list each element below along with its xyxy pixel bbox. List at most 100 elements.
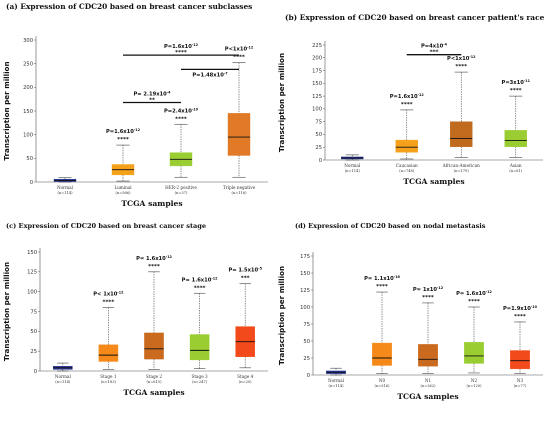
box-iqr — [450, 121, 473, 147]
p-value-label: P= 1.6x10-12 — [182, 276, 218, 283]
x-category-count: (n=183) — [101, 380, 117, 384]
y-tick-label: 200 — [23, 85, 33, 91]
p-value-label: P<1x10-12 — [225, 46, 254, 53]
y-tick-label: 175 — [312, 68, 322, 74]
significance-stars: **** — [233, 55, 245, 61]
p-value-label: P=1.6x10-12 — [106, 128, 141, 135]
p-value-label: P< 1x10-12 — [93, 291, 124, 298]
y-axis-label: Transcription per million — [277, 266, 286, 365]
x-category-label: Triple negative — [223, 185, 256, 190]
y-tick-label: 250 — [23, 61, 33, 67]
bracket-p-value: P= 2.19x10-4 — [133, 90, 171, 97]
box-iqr — [510, 350, 530, 370]
y-tick-label: 125 — [300, 288, 310, 294]
x-category-label: African-American — [442, 163, 480, 168]
p-value-label: P= 1.6x10-12 — [136, 255, 172, 262]
significance-stars: **** — [514, 314, 526, 320]
x-category-label: Stage 4 — [237, 374, 254, 379]
bracket-p-value: P=1.6x10-12 — [164, 43, 199, 50]
box-iqr — [464, 342, 484, 364]
p-value-label: P=1.9x10-10 — [503, 305, 538, 312]
box-iqr — [98, 344, 119, 362]
significance-stars: **** — [148, 264, 160, 270]
y-tick-label: 75 — [315, 119, 322, 125]
x-category-count: (n=114) — [345, 169, 361, 173]
p-value-label: P= 1.6x10-12 — [456, 290, 492, 297]
x-category-count: (n=179) — [454, 169, 470, 173]
significance-stars: **** — [455, 64, 467, 70]
x-category-label: N1 — [425, 378, 432, 383]
box-iqr — [395, 139, 418, 153]
x-category-label: Normal — [344, 163, 361, 168]
significance-stars: **** — [103, 300, 115, 306]
y-axis-label: Transcription per million — [2, 262, 11, 361]
x-category-count: (n=61) — [509, 169, 522, 173]
chart-title: (b) Expression of CDC20 based on breast … — [285, 13, 545, 22]
significance-stars: **** — [401, 102, 413, 108]
x-category-label: Normal — [57, 185, 74, 190]
x-category-count: (n=120) — [467, 384, 483, 388]
x-category-count: (n=114) — [58, 191, 74, 195]
y-tick-label: 100 — [23, 132, 33, 138]
y-tick-label: 150 — [23, 109, 33, 115]
significance-stars: **** — [376, 284, 388, 290]
x-category-label: Stage 3 — [191, 374, 208, 379]
y-tick-label: 175 — [300, 254, 310, 260]
x-category-label: N0 — [379, 378, 386, 383]
x-category-label: Stage 2 — [146, 374, 163, 379]
significance-stars: **** — [422, 295, 434, 301]
x-axis-label: TCGA samples — [397, 392, 458, 401]
y-tick-label: 150 — [300, 271, 310, 277]
x-category-count: (n=566) — [116, 191, 132, 195]
x-category-label: Asian — [509, 163, 522, 168]
y-tick-label: 25 — [30, 349, 37, 355]
y-tick-label: 0 — [34, 369, 37, 375]
y-tick-label: 50 — [303, 339, 310, 345]
y-tick-label: 25 — [303, 356, 310, 362]
y-axis-label: Transcription per million — [2, 61, 11, 160]
chart-a: (a) Expression of CDC20 based on breast … — [2, 2, 268, 208]
x-axis-label: TCGA samples — [123, 388, 184, 397]
y-tick-label: 0 — [30, 180, 33, 186]
chart-title: (a) Expression of CDC20 based on breast … — [6, 2, 252, 11]
significance-stars: **** — [117, 137, 129, 143]
x-category-label: N3 — [517, 378, 524, 383]
bracket-stars: *** — [430, 50, 439, 56]
p-value-label: P=1.6x10-12 — [390, 93, 425, 100]
y-tick-label: 100 — [300, 305, 310, 311]
x-category-label: Stage 1 — [100, 374, 117, 379]
box-iqr — [418, 344, 438, 367]
chart-d: (d) Expression of CDC20 based on nodal m… — [277, 222, 543, 401]
x-category-label: Caucasian — [396, 163, 418, 168]
x-category-label: Luminal — [114, 185, 132, 190]
x-category-count: (n=516) — [375, 384, 391, 388]
p-value-label: P= 1x10-12 — [413, 286, 444, 293]
y-tick-label: 200 — [312, 56, 322, 62]
y-tick-label: 100 — [27, 289, 37, 295]
x-category-label: Normal — [328, 378, 345, 383]
y-axis-label: Transcription per million — [277, 53, 286, 152]
significance-stars: **** — [194, 285, 206, 291]
box-iqr — [189, 334, 210, 361]
chart-title: (c) Expression of CDC20 based on breast … — [6, 222, 206, 230]
x-axis-label: TCGA samples — [121, 199, 182, 208]
x-category-count: (n=615) — [147, 380, 163, 384]
box-iqr — [504, 130, 527, 147]
p-value-label: P= 1.1x10-16 — [364, 275, 400, 282]
y-tick-label: 25 — [315, 145, 322, 151]
x-category-count: (n=362) — [421, 384, 437, 388]
y-tick-label: 100 — [312, 107, 322, 113]
y-tick-label: 300 — [23, 38, 33, 44]
box-iqr — [144, 332, 164, 360]
x-category-label: HER-2 positive — [165, 185, 197, 190]
y-tick-label: 75 — [303, 322, 310, 328]
y-tick-label: 150 — [312, 81, 322, 87]
bracket-p-value: P=1.48x10-7 — [192, 71, 228, 78]
y-tick-label: 0 — [307, 373, 310, 379]
y-tick-label: 225 — [312, 43, 322, 49]
x-category-count: (n=114) — [55, 380, 71, 384]
y-tick-label: 0 — [319, 158, 322, 164]
p-value-label: P=2.4x10-10 — [164, 107, 199, 114]
p-value-label: P<1x10-12 — [447, 55, 476, 62]
x-category-count: (n=247) — [192, 380, 208, 384]
